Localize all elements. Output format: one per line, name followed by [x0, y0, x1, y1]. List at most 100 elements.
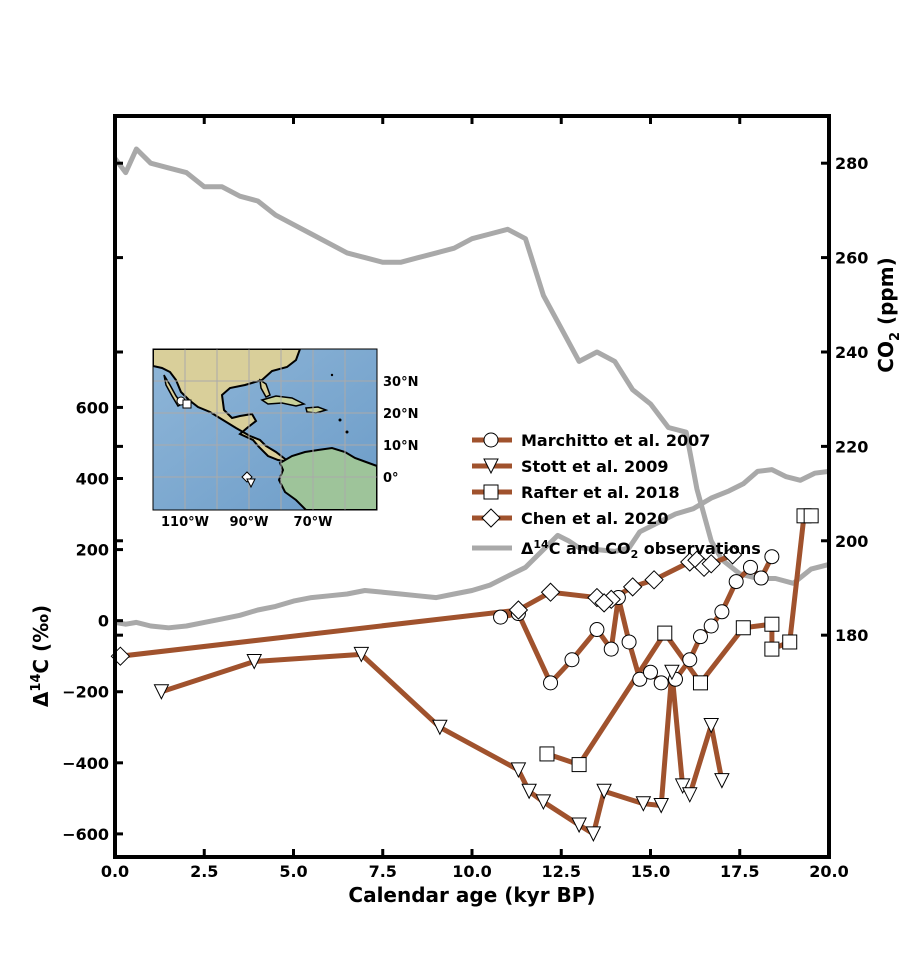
x-tick-label: 2.5: [190, 862, 218, 881]
data-point-triangle: [521, 783, 537, 800]
data-point-square: [692, 675, 708, 691]
legend-entry: Stott et al. 2009: [472, 457, 669, 476]
data-point-diamond: [594, 593, 614, 613]
data-point-triangle: [635, 796, 652, 812]
data-point-triangle: [703, 718, 719, 734]
data-point-square: [764, 616, 780, 632]
y-right-tick-label: 220: [835, 437, 868, 456]
y-left-tick-label: −200: [62, 683, 109, 702]
data-point-diamond: [722, 545, 743, 565]
data-point-triangle: [596, 783, 612, 800]
y-left-tick-label: 0: [98, 612, 109, 631]
data-point-triangle: [353, 646, 370, 663]
data-point-circle: [643, 664, 658, 680]
data-point-triangle: [653, 797, 670, 814]
d14c-observation-line: [114, 467, 830, 631]
x-tick-label: 5.0: [279, 862, 307, 881]
map-lon-label: 110°W: [161, 515, 209, 530]
data-point-triangle: [510, 762, 527, 779]
data-point-triangle: [246, 654, 263, 670]
data-point-square: [539, 746, 555, 762]
y-right-tick-label: 200: [835, 532, 868, 551]
legend-entry: Chen et al. 2020: [472, 508, 668, 528]
inset-map: 110°W 90°W 70°W 30°N 20°N 10°N 0°: [152, 348, 418, 530]
map-land-cuba: [260, 395, 307, 407]
y-right-tick-label: 260: [835, 249, 868, 268]
y-left-tick-label: 200: [76, 541, 109, 560]
map-lon-label: 90°W: [230, 515, 269, 530]
legend: Marchitto et al. 2007 Stott et al. 2009 …: [472, 431, 761, 561]
y-left-tick-label: −600: [62, 825, 109, 844]
legend-entry: Δ14C and CO2 observations: [472, 538, 761, 561]
legend-marker-triangle: [483, 458, 499, 475]
svg-text:Stott et al. 2009: Stott et al. 2009: [521, 457, 669, 476]
y-right-tick-label: 240: [835, 343, 868, 362]
x-tick-label: 12.5: [542, 862, 581, 881]
y-right-tick-label: 180: [835, 626, 868, 645]
x-tick-label: 0.0: [101, 862, 129, 881]
data-point-square: [782, 634, 798, 650]
data-point-diamond: [644, 570, 664, 590]
data-point-circle: [543, 675, 559, 691]
data-point-square: [803, 508, 819, 524]
svg-text:Chen et al. 2020: Chen et al. 2020: [521, 509, 668, 528]
series-line-0: [500, 555, 775, 686]
map-lat-label: 20°N: [383, 407, 418, 422]
data-point-diamond: [701, 554, 721, 574]
legend-entry: Marchitto et al. 2007: [472, 431, 710, 450]
data-point-triangle: [714, 773, 730, 789]
x-axis-title: Calendar age (kyr BP): [348, 883, 595, 907]
map-land-north-america: [153, 349, 302, 463]
data-point-circle: [742, 559, 758, 575]
y-right-axis-title: CO2 (ppm): [874, 257, 903, 372]
y-left-axis-title: Δ14C (‰): [29, 605, 53, 707]
data-point-circle: [682, 652, 698, 668]
map-lat-label: 0°: [383, 471, 399, 486]
map-land-south-america: [277, 446, 377, 510]
map-site-marker-triangle: [246, 478, 256, 489]
data-point-circle: [764, 549, 780, 565]
y-left-tick-label: −400: [62, 754, 109, 773]
map-site-marker-square: [182, 399, 192, 409]
data-point-diamond: [622, 577, 643, 597]
data-point-square: [735, 620, 751, 636]
data-point-triangle: [571, 817, 587, 834]
legend-marker-circle: [483, 432, 499, 448]
series-line-3: [120, 552, 734, 659]
svg-text:Δ14C and CO2 observations: Δ14C and CO2 observations: [521, 538, 761, 561]
data-point-triangle: [153, 684, 170, 700]
x-tick-label: 10.0: [452, 862, 491, 881]
svg-text:Rafter et al. 2018: Rafter et al. 2018: [521, 483, 680, 502]
legend-entry: Rafter et al. 2018: [472, 483, 680, 502]
data-point-circle: [493, 609, 509, 625]
data-point-circle: [703, 618, 719, 634]
data-point-triangle: [585, 826, 602, 843]
data-point-triangle: [664, 664, 680, 681]
observations-layer: [113, 146, 830, 631]
data-point-triangle: [674, 778, 691, 795]
data-point-circle: [692, 629, 708, 645]
data-point-circle: [728, 574, 744, 590]
data-point-diamond: [508, 600, 529, 620]
marker-layer: [110, 508, 819, 843]
map-lat-label: 10°N: [383, 439, 418, 454]
y-right-tick-label: 280: [835, 154, 868, 173]
data-point-diamond: [540, 582, 561, 602]
tick-layer: 0.0 2.5 5.0 7.5 10.0 12.5 15.0 17.5 20.0 −600 −400…: [62, 116, 868, 881]
data-point-triangle: [681, 787, 698, 803]
y-left-tick-label: 600: [76, 398, 109, 417]
legend-marker-square: [483, 484, 499, 500]
data-point-circle: [632, 671, 648, 687]
svg-text:Marchitto et al. 2007: Marchitto et al. 2007: [521, 431, 710, 450]
data-point-circle: [714, 604, 730, 620]
data-point-triangle: [535, 794, 552, 811]
co2-observation-line: [113, 146, 830, 586]
map-lat-label: 30°N: [383, 375, 418, 390]
map-lon-label: 70°W: [294, 515, 333, 530]
x-tick-label: 7.5: [369, 862, 397, 881]
legend-marker-diamond: [481, 508, 501, 528]
data-point-triangle: [432, 719, 448, 736]
series-line-2: [546, 513, 812, 768]
x-tick-label: 15.0: [631, 862, 670, 881]
